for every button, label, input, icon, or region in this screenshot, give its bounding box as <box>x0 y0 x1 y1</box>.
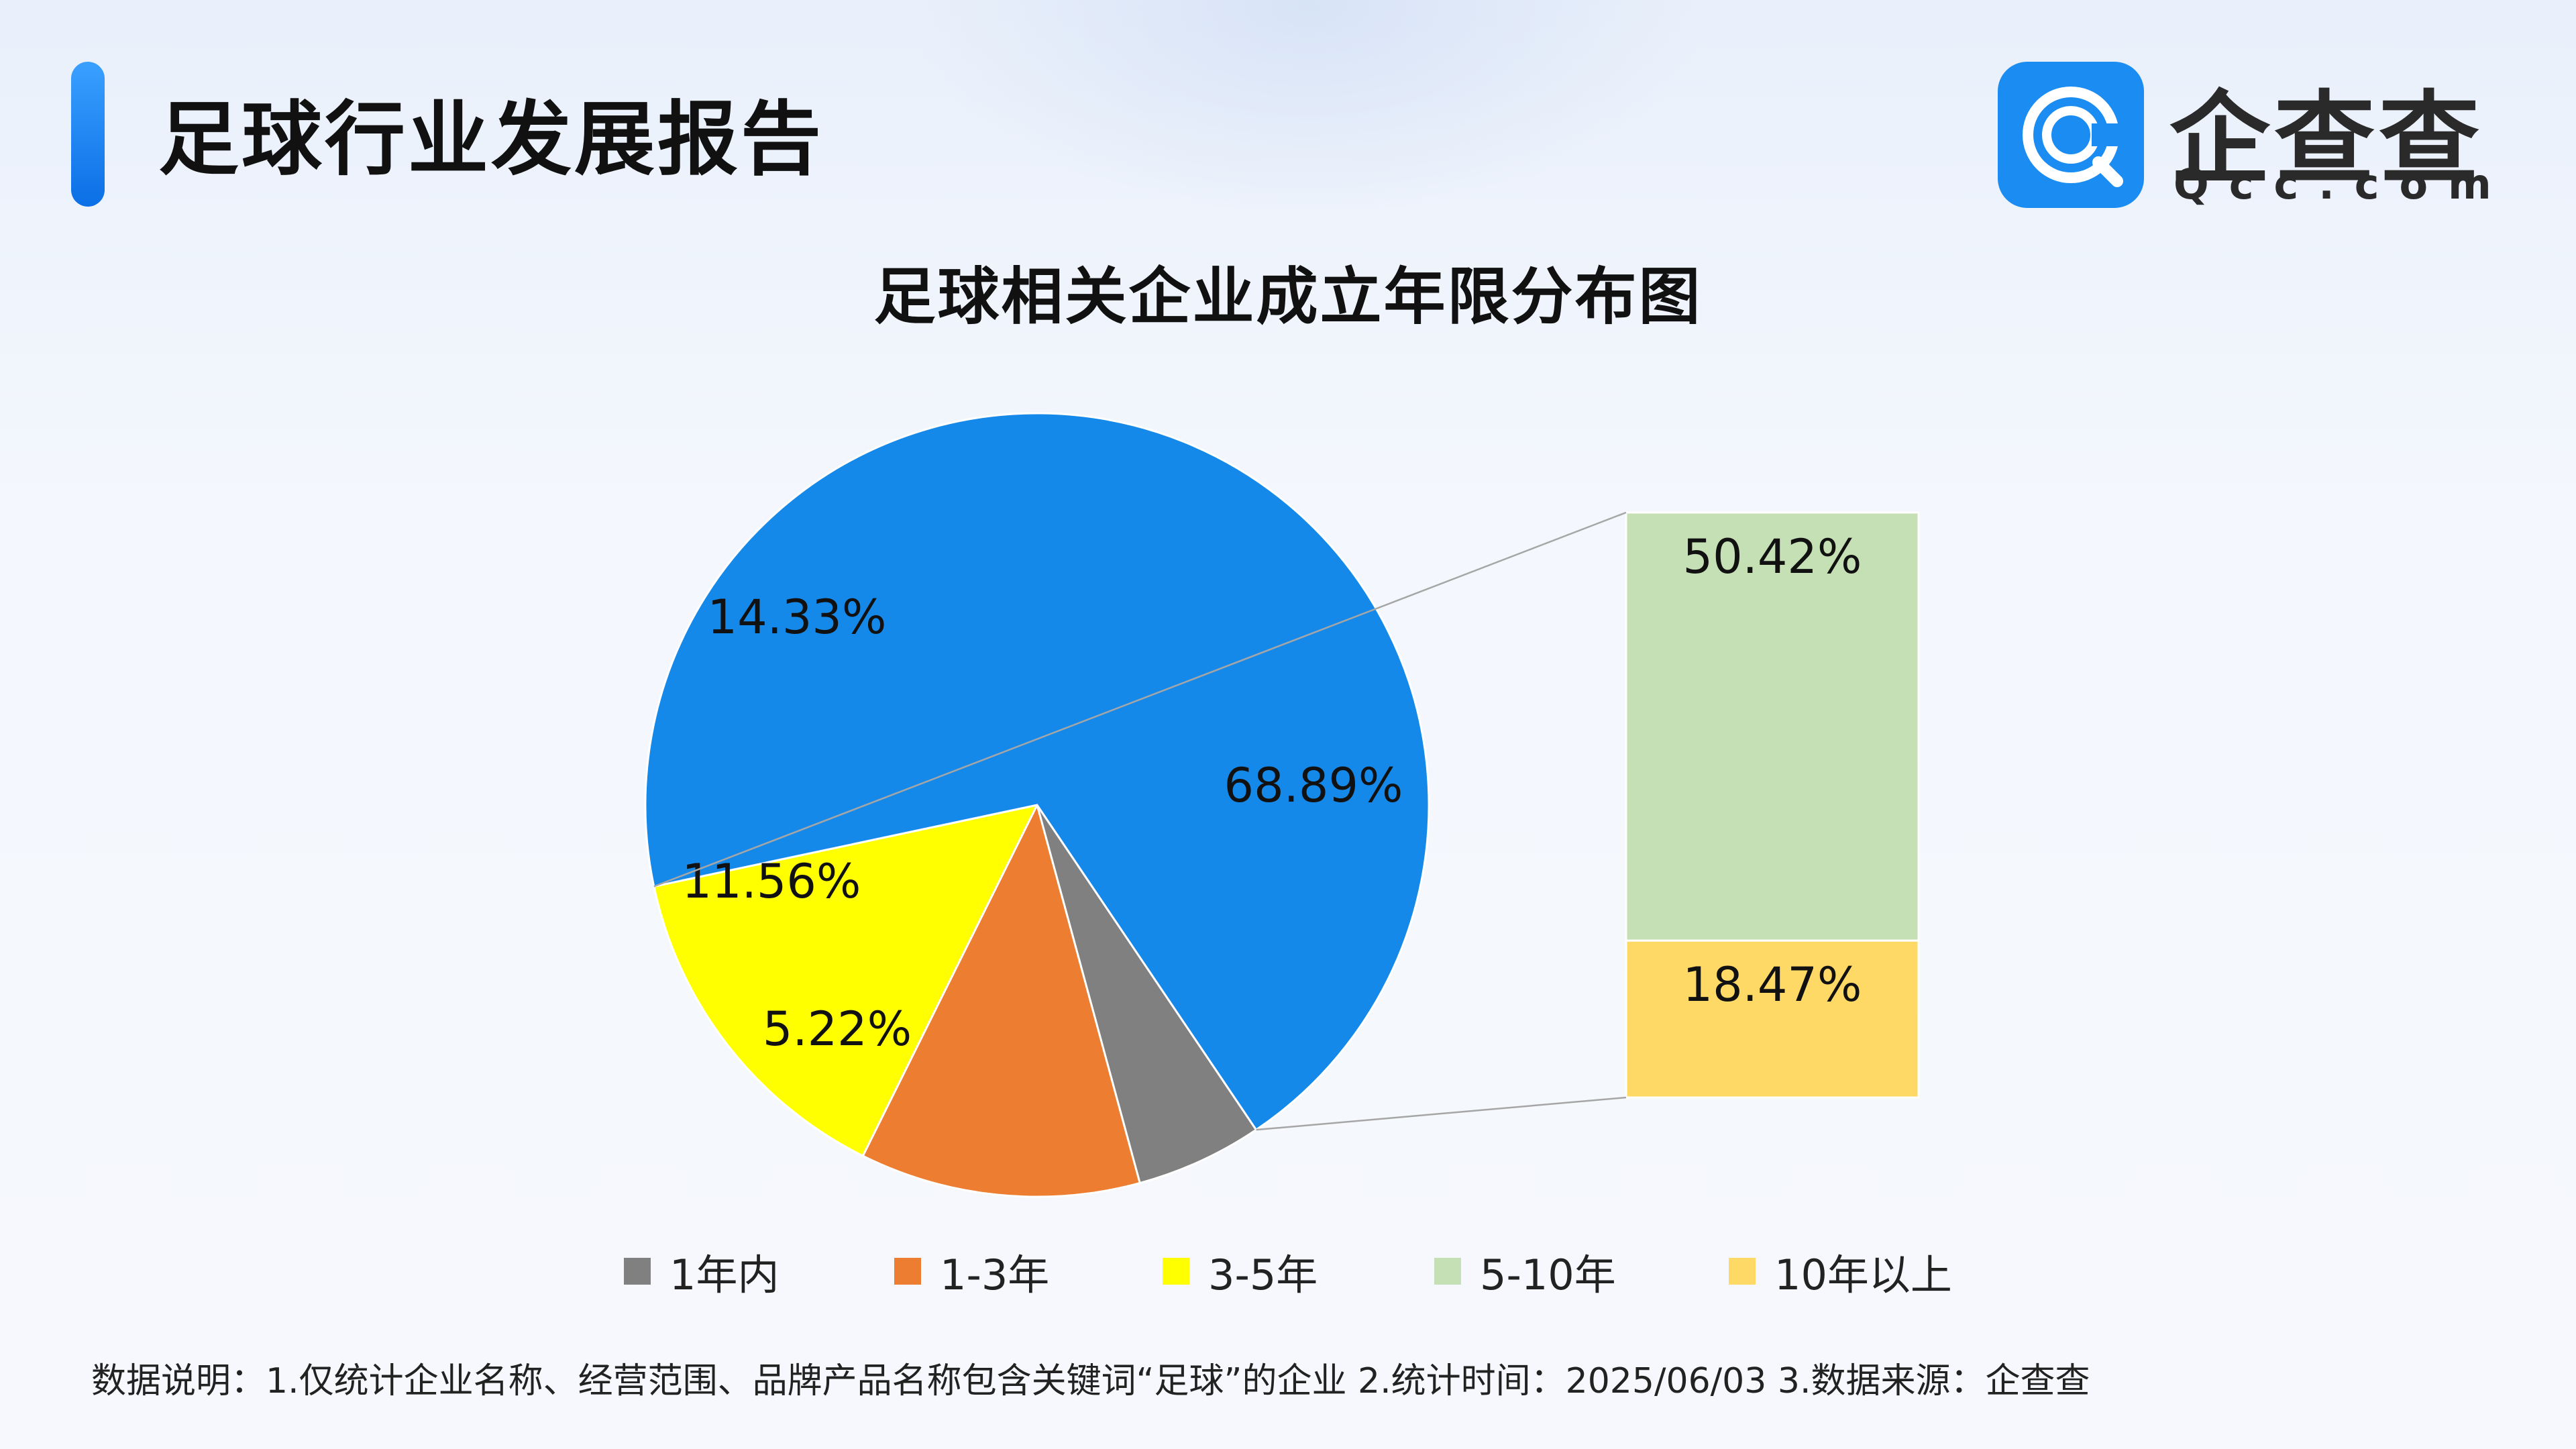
legend-item: 5-10年 <box>1434 1241 1616 1301</box>
pie-slice <box>652 803 1039 1158</box>
pie-slice <box>644 412 1430 1132</box>
title-accent-bar <box>71 62 105 207</box>
breakdown-segment-label: 18.47% <box>1683 957 1862 1012</box>
legend-swatch <box>624 1258 651 1285</box>
pie-slice <box>861 802 1142 1198</box>
breakdown-segment-label: 50.42% <box>1683 529 1862 584</box>
connector-line <box>1256 1096 1627 1131</box>
legend-item: 1年内 <box>624 1241 779 1301</box>
pie-slice-label: 68.89% <box>1224 758 1403 813</box>
legend-item: 3-5年 <box>1163 1241 1318 1301</box>
legend-label: 1-3年 <box>940 1250 1050 1299</box>
pie-slice <box>1036 804 1258 1185</box>
brand-domain: Qcc.com <box>2174 160 2512 209</box>
legend-swatch <box>1434 1258 1461 1285</box>
legend-swatch <box>894 1258 921 1285</box>
pie-slice-label: 14.33% <box>708 590 887 645</box>
pie-slice-label: 11.56% <box>682 854 861 909</box>
breakdown-bar-segment <box>1625 511 1920 942</box>
data-footnote: 数据说明：1.仅统计企业名称、经营范围、品牌产品名称包含关键词“足球”的企业 2… <box>91 1361 2090 1401</box>
legend-item: 10年以上 <box>1729 1241 1952 1301</box>
report-title: 足球行业发展报告 <box>158 93 824 186</box>
chart-title: 足球相关企业成立年限分布图 <box>873 261 1703 333</box>
qcc-logo-icon <box>1998 62 2144 208</box>
legend-label: 3-5年 <box>1208 1250 1318 1299</box>
connector-line <box>653 511 1627 888</box>
legend-label: 10年以上 <box>1774 1250 1952 1299</box>
legend-swatch <box>1163 1258 1189 1285</box>
brand-name: 企查查 <box>2169 81 2484 198</box>
legend-label: 1年内 <box>669 1250 780 1299</box>
chart-legend: 1年内 1-3年 3-5年 5-10年 10年以上 <box>0 1241 2576 1301</box>
pie-slice-label: 5.22% <box>763 1002 912 1057</box>
legend-label: 5-10年 <box>1480 1250 1616 1299</box>
legend-swatch <box>1729 1258 1756 1285</box>
legend-item: 1-3年 <box>894 1241 1049 1301</box>
breakdown-bar-segment <box>1625 939 1920 1099</box>
